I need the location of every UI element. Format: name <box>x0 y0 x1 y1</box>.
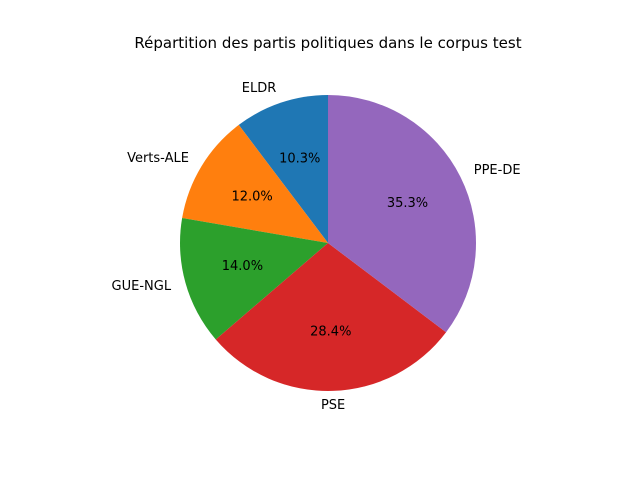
slice-ppe-de <box>328 95 476 333</box>
slice-label-ppe-de: PPE-DE <box>474 163 521 178</box>
pct-label-ppe-de: 35.3% <box>387 196 428 211</box>
pie-slices <box>179 95 476 392</box>
pie-labels: 10.3% ELDR 12.0% Verts-ALE 14.0% GUE-NGL 28.4%… <box>112 81 521 413</box>
pct-label-gue-ngl: 14.0% <box>222 259 263 274</box>
slice-pse <box>215 243 447 392</box>
slice-eldr <box>238 95 328 243</box>
chart-title: Répartition des partis politiques dans l… <box>134 34 522 52</box>
slice-label-eldr: ELDR <box>242 81 277 96</box>
slice-verts-ale <box>182 124 328 243</box>
slice-label-pse: PSE <box>321 398 345 413</box>
pct-label-verts-ale: 12.0% <box>231 189 272 204</box>
slice-gue-ngl <box>179 218 328 340</box>
pct-label-eldr: 10.3% <box>279 151 320 166</box>
slice-label-verts-ale: Verts-ALE <box>127 151 189 166</box>
slice-label-gue-ngl: GUE-NGL <box>112 279 172 294</box>
pct-label-pse: 28.4% <box>310 324 351 339</box>
